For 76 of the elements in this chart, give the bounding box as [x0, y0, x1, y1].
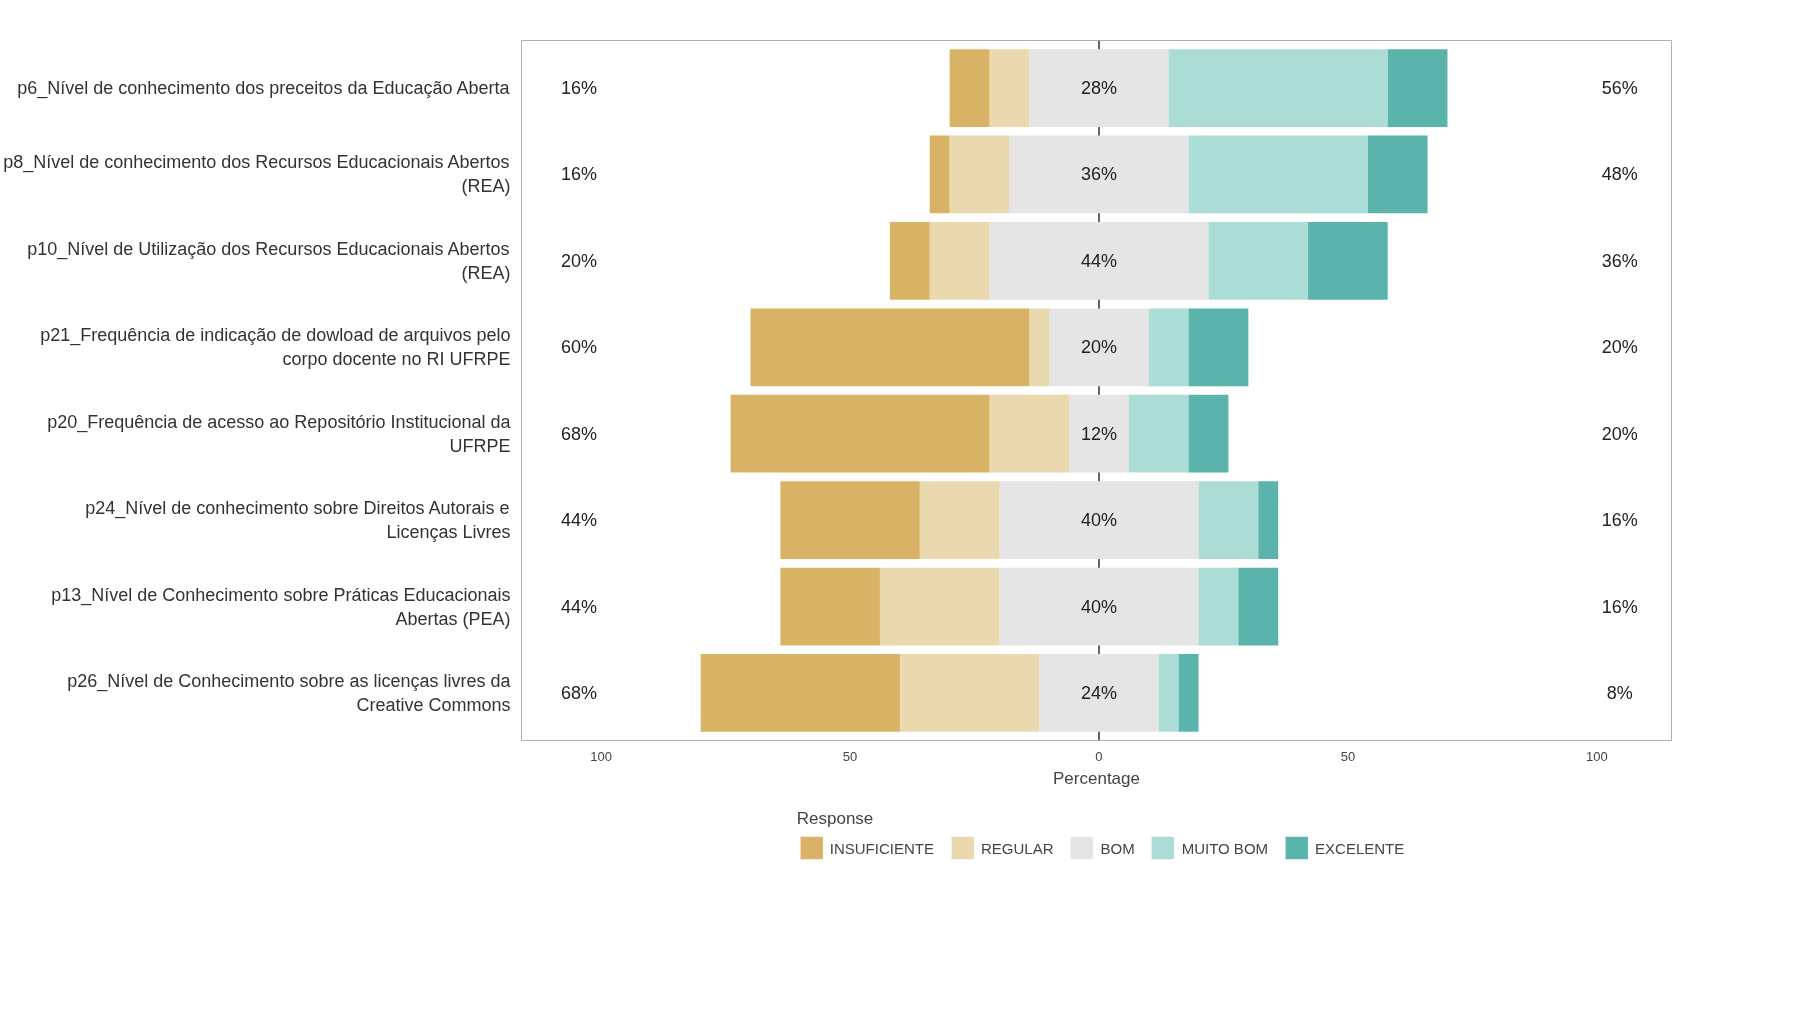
annotation: 48% — [1601, 164, 1638, 185]
bar — [929, 221, 990, 300]
annotation: 40% — [1080, 510, 1118, 531]
annotation: 12% — [1080, 423, 1118, 444]
bar — [879, 567, 1000, 646]
bar — [1387, 49, 1448, 127]
bar — [1238, 567, 1279, 646]
annotation: 44% — [560, 596, 598, 617]
annotation: 20% — [1080, 337, 1118, 358]
legend-label: MUITO BOM — [1181, 839, 1269, 856]
bar — [919, 481, 1000, 560]
annotation: 40% — [1080, 596, 1118, 617]
annotation: 20% — [1601, 337, 1638, 358]
y-tick-label: p6_Nível de conhecimento dos preceitos da Educação Aberta — [17, 78, 511, 100]
annotation: 56% — [1601, 78, 1638, 99]
bar — [1188, 135, 1368, 214]
bar — [730, 394, 990, 473]
bar — [1258, 481, 1279, 560]
bar — [989, 49, 1030, 127]
annotation: 16% — [560, 78, 598, 99]
bar — [750, 308, 1030, 387]
legend-label: EXCELENTE — [1315, 839, 1405, 856]
annotation: 28% — [1080, 78, 1118, 99]
annotation: 36% — [1601, 250, 1638, 271]
bar — [1168, 49, 1388, 127]
annotation: 68% — [560, 682, 598, 703]
annotation: 68% — [560, 423, 598, 444]
y-tick-label: p26_Nível de Conhecimento sobre as licenças livres da Creative Commons — [67, 670, 512, 715]
bar — [1148, 308, 1189, 387]
bar — [1158, 654, 1179, 732]
bar — [1208, 221, 1309, 300]
legend-label: BOM — [1100, 839, 1135, 856]
x-tick-label: 50 — [842, 748, 858, 764]
y-tick-label: p20_Frequência de acesso ao Repositório Institucional da UFRPE — [47, 411, 512, 456]
bar — [889, 221, 930, 300]
bar — [1128, 394, 1189, 473]
bar — [1188, 308, 1249, 387]
bar — [1367, 135, 1428, 214]
x-axis-title: Percentage — [1053, 768, 1140, 788]
x-tick-label: 50 — [1340, 748, 1356, 764]
bar — [1188, 394, 1229, 473]
bar — [700, 654, 900, 732]
bar — [1198, 481, 1259, 560]
bar — [780, 481, 920, 560]
legend-label: INSUFICIENTE — [829, 839, 934, 856]
annotation: 36% — [1080, 164, 1118, 185]
bar — [929, 135, 950, 214]
annotation: 20% — [560, 250, 598, 271]
y-tick-label: p21_Frequência de indicação de dowload de arquivos pelo corpo docente no RI UFRPE — [40, 325, 511, 370]
annotation: 16% — [1601, 596, 1638, 617]
bar — [1178, 654, 1199, 732]
bar — [899, 654, 1040, 732]
annotation: 16% — [560, 164, 598, 185]
y-tick-label: p13_Nível de Conhecimento sobre Práticas Educacionais Abertas (PEA) — [51, 584, 511, 629]
y-tick-label: p10_Nível de Utilização dos Recursos Educacionais Abertos (REA) — [27, 238, 511, 283]
x-tick-label: 0 — [1095, 748, 1103, 764]
y-tick-label: p24_Nível de conhecimento sobre Direitos Autorais e Licenças Livres — [85, 498, 511, 543]
y-tick-label: p8_Nível de conhecimento dos Recursos Educacionais Abertos (REA) — [3, 152, 511, 197]
bar — [949, 49, 990, 127]
annotation: 8% — [1606, 682, 1633, 703]
x-tick-label: 100 — [1585, 748, 1608, 764]
bar — [780, 567, 880, 646]
annotation: 44% — [1080, 250, 1118, 271]
annotation: 20% — [1601, 423, 1638, 444]
bar — [1308, 221, 1388, 300]
x-tick-label: 100 — [590, 748, 613, 764]
bar — [1029, 308, 1050, 387]
annotation: 16% — [1601, 510, 1638, 531]
legend-label: REGULAR — [980, 839, 1054, 856]
annotation: 60% — [560, 337, 598, 358]
bar — [989, 394, 1070, 473]
bar — [949, 135, 1010, 214]
annotation: 44% — [560, 510, 598, 531]
annotation: 24% — [1080, 682, 1118, 703]
legend-title: Response — [796, 808, 875, 829]
bar — [1198, 567, 1239, 646]
